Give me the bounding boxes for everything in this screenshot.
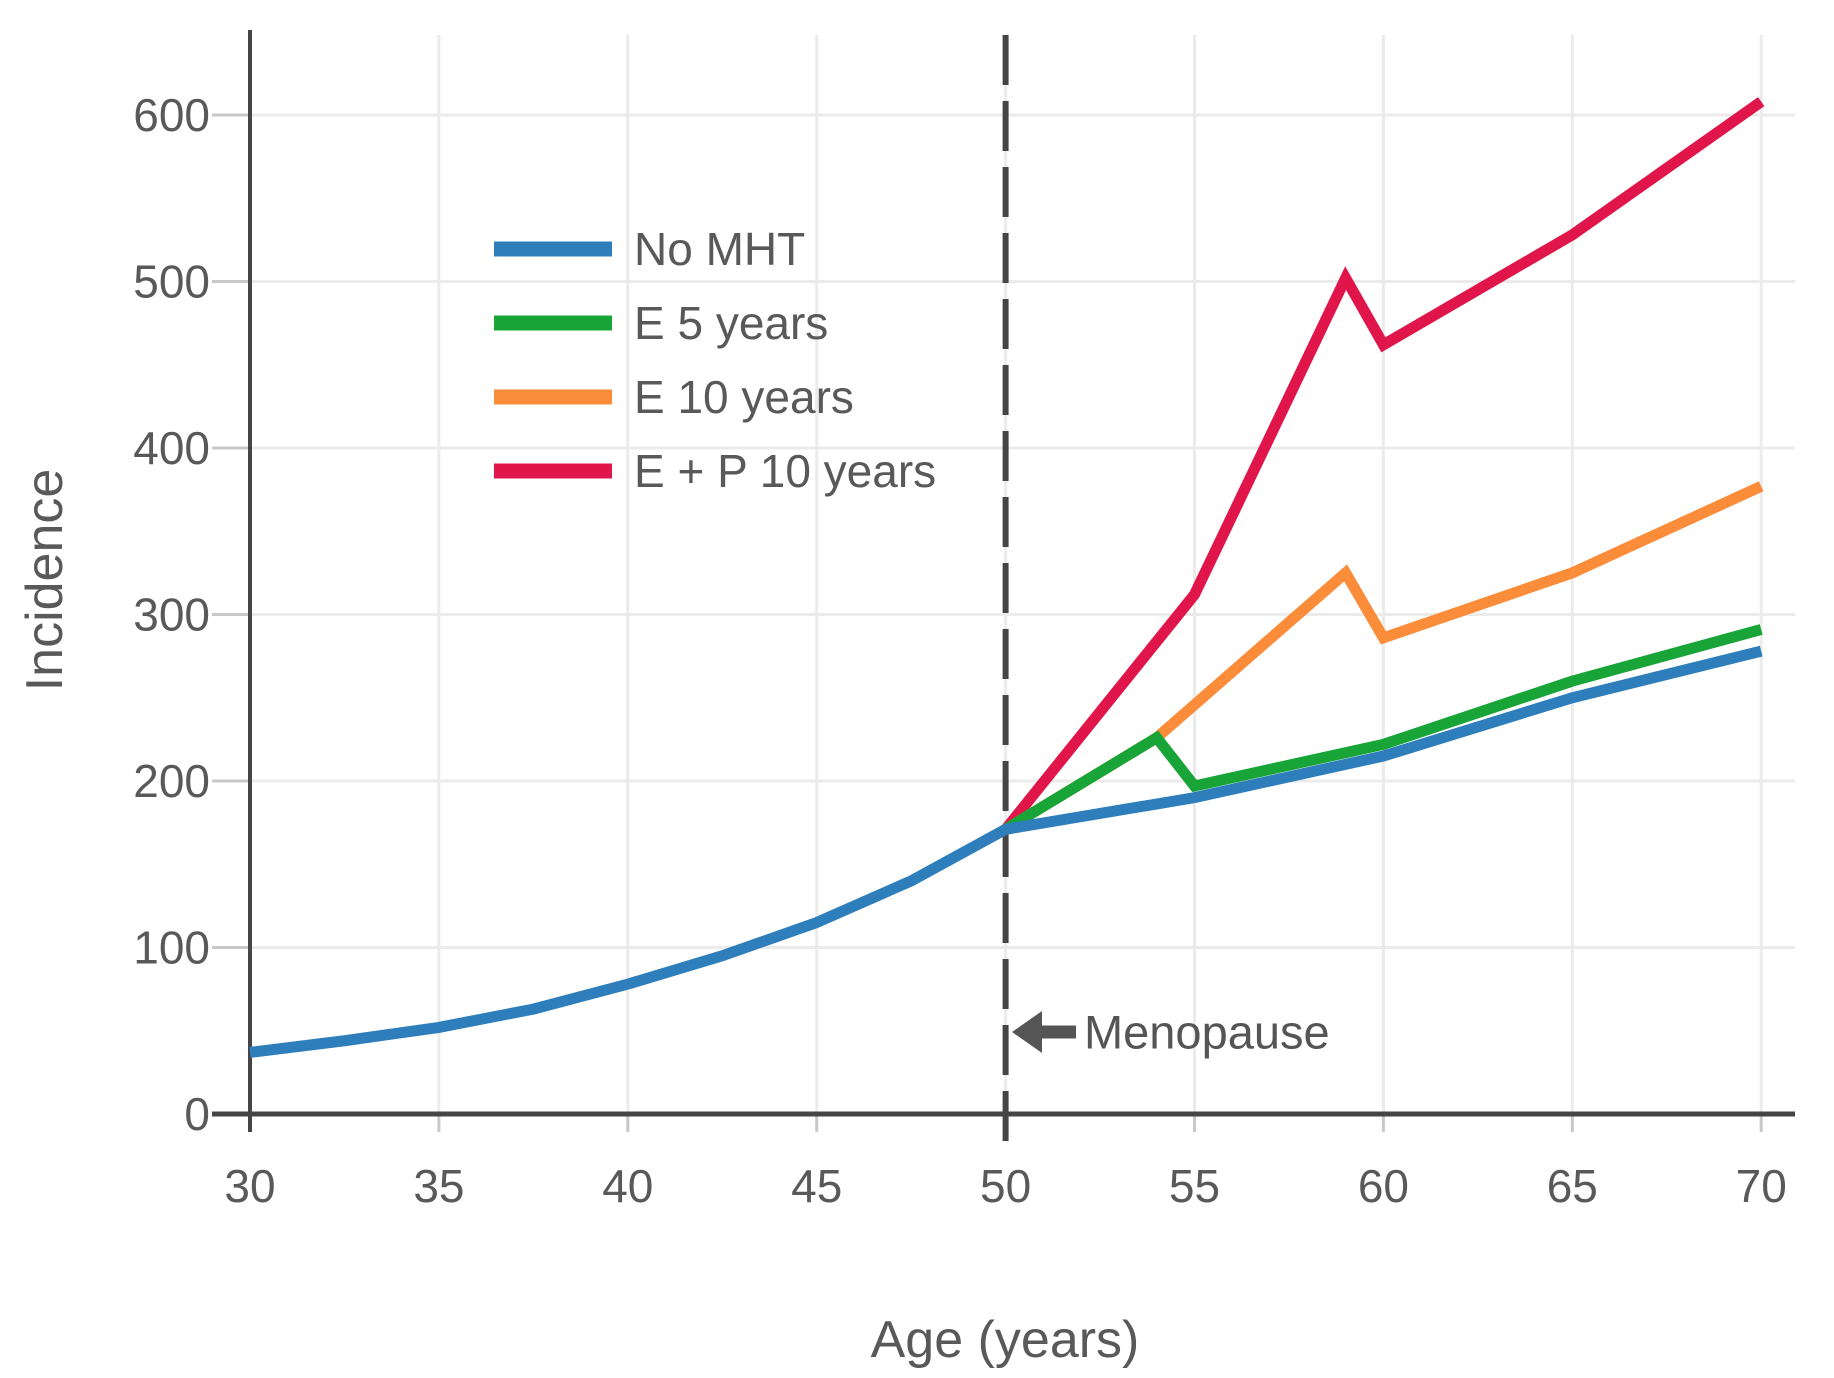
x-tick-label: 65 <box>1547 1160 1598 1212</box>
legend-label-e-5-years: E 5 years <box>634 297 828 349</box>
legend-item-e-10-years: E 10 years <box>494 371 854 423</box>
x-tick-label: 60 <box>1358 1160 1409 1212</box>
menopause-annotation: Menopause <box>1012 1006 1330 1059</box>
series-line-no-mht <box>249 645 1763 1058</box>
legend-label-e-p-10-years: E + P 10 years <box>634 445 936 497</box>
legend-item-e-p-10-years: E + P 10 years <box>494 445 936 497</box>
x-tick-label: 55 <box>1169 1160 1220 1212</box>
x-tick-label: 35 <box>413 1160 464 1212</box>
x-tick-label: 40 <box>602 1160 653 1212</box>
tick-layer <box>212 113 1763 1132</box>
x-tick-label: 50 <box>980 1160 1031 1212</box>
y-tick-label: 100 <box>133 922 210 974</box>
series-line-e-5-years <box>1002 624 1763 834</box>
y-axis-title: Incidence <box>16 469 74 692</box>
x-axis-title: Age (years) <box>871 1311 1140 1369</box>
y-tick-label: 500 <box>133 256 210 308</box>
x-tick-label: 30 <box>224 1160 275 1212</box>
y-tick-label: 600 <box>133 89 210 141</box>
menopause-annotation-label: Menopause <box>1084 1006 1330 1059</box>
left-arrow-icon <box>1012 1011 1042 1053</box>
y-tick-label: 300 <box>133 589 210 641</box>
series-layer <box>249 97 1765 1058</box>
x-tick-label: 70 <box>1736 1160 1787 1212</box>
y-tick-label: 400 <box>133 422 210 474</box>
series-line-e-p-10-years <box>1001 97 1765 833</box>
legend-label-no-mht: No MHT <box>634 223 805 275</box>
label-layer: 30 35 40 45 50 55 60 65 70 0 100 200 300 400 500 600 Age… <box>16 89 1787 1369</box>
legend-label-e-10-years: E 10 years <box>634 371 854 423</box>
y-tick-label: 200 <box>133 755 210 807</box>
legend-item-no-mht: No MHT <box>494 223 805 275</box>
legend: No MHT E 5 years E 10 years E + P 10 years <box>494 223 936 497</box>
x-tick-label: 45 <box>791 1160 842 1212</box>
y-tick-label: 0 <box>184 1088 210 1140</box>
legend-item-e-5-years: E 5 years <box>494 297 828 349</box>
